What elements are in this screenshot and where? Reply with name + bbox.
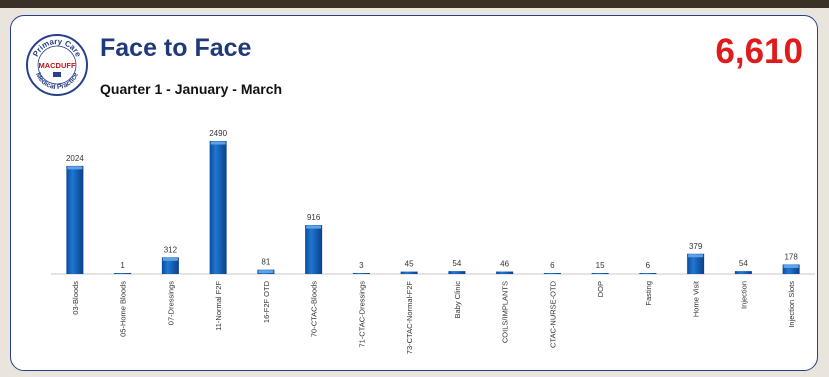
chart-card: Primary Care Medical Practice MACDUFF Fa… [10,15,818,371]
bar-14 [734,271,752,274]
practice-logo: Primary Care Medical Practice MACDUFF [26,34,88,96]
data-label-2: 312 [164,245,178,254]
bar-2 [161,257,179,274]
tick-label-12: Fasting [644,281,653,306]
bar-3 [209,141,227,274]
tick-label-4: 16-F2F OTD [262,280,271,323]
logo-emblem-icon [53,72,61,77]
bar-chart: 2024 03-Bloods 1 05-Home Bloods 312 07-Dressi… [51,129,815,355]
data-label-13: 379 [689,242,703,251]
bar-5 [305,225,323,274]
data-label-3: 2490 [209,129,227,138]
tick-label-8: Baby Clinic [453,281,462,319]
bar-highlight-4 [258,270,274,274]
tick-label-10: CTAC-NURSE-OTD [548,280,557,348]
tick-label-14: Injection [739,281,748,309]
tick-label-5: 70-CTAC-Bloods [310,281,319,337]
tick-label-0: 03-Bloods [71,281,80,315]
data-label-10: 6 [550,261,555,270]
bar-11 [591,273,609,274]
bar-highlight-2 [162,257,178,261]
bar-6 [352,273,370,274]
tick-label-7: 73-CTAC-Normal-F2F [405,281,414,355]
data-label-0: 2024 [66,154,84,163]
bar-1 [114,273,132,274]
total-count: 6,610 [715,32,803,71]
bar-highlight-3 [210,141,226,145]
bar-9 [496,271,514,274]
tick-label-2: 07-Dressings [166,281,175,325]
bar-0 [66,165,84,274]
data-label-9: 46 [500,260,509,269]
tick-label-6: 71-CTAC-Dressings [357,281,366,348]
bar-7 [400,271,418,274]
data-label-12: 6 [646,261,651,270]
bar-highlight-0 [67,166,83,170]
bar-15 [782,264,800,274]
bar-13 [687,253,705,274]
tick-label-11: DOP [596,281,605,297]
tick-label-13: Home Visit [692,280,701,317]
bar-highlight-5 [306,225,322,229]
data-label-11: 15 [596,261,605,270]
bar-highlight-15 [783,264,799,268]
tick-label-3: 11-Normal F2F [214,281,223,331]
bar-highlight-13 [688,254,704,258]
data-label-1: 1 [120,261,125,270]
data-label-8: 54 [452,259,461,268]
bar-12 [639,273,657,274]
data-label-7: 45 [405,260,414,269]
data-label-6: 3 [359,261,364,270]
tick-label-15: Injection Slots [787,281,796,328]
bar-8 [448,271,466,274]
data-label-15: 178 [784,252,798,261]
tick-label-9: COILS/IMPLANTS [501,281,510,343]
logo-text-middle: MACDUFF [38,61,75,70]
data-label-5: 916 [307,213,321,222]
data-label-14: 54 [739,259,748,268]
page-title: Face to Face [100,34,252,62]
tick-label-1: 05-Home Bloods [119,281,128,337]
bar-10 [543,273,561,274]
page-subtitle: Quarter 1 - January - March [100,81,283,97]
data-label-4: 81 [261,258,270,267]
top-border-bar [0,0,829,8]
